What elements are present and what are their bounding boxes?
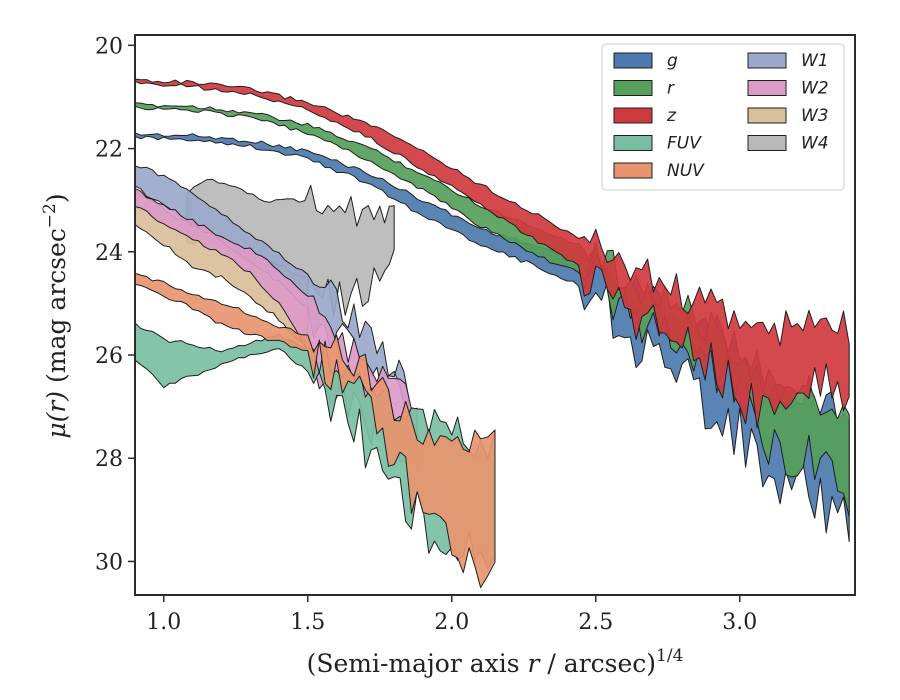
legend-swatch-W3 — [747, 107, 787, 124]
y-axis-label-exp: −2 — [40, 203, 60, 228]
x-tick-label: 2.5 — [578, 610, 613, 635]
axes: 1.0 1.5 2.0 2.5 3.0 20 22 24 26 28 30 — [95, 34, 757, 635]
y-axis-label-mu: μ(r) — [42, 391, 71, 439]
y-tick-label: 22 — [95, 138, 123, 163]
legend-label-g: g — [667, 51, 678, 71]
legend-label-NUV: NUV — [667, 161, 705, 181]
series-bands — [135, 78, 850, 589]
svg-text:(Semi-major axis r / arcsec)1/: (Semi-major axis r / arcsec)1/4 — [307, 646, 684, 678]
band-z — [135, 78, 850, 429]
y-tick-label: 24 — [95, 241, 123, 266]
legend-swatch-z — [613, 107, 653, 124]
svg-text:μ(r) (mag arcsec−2): μ(r) (mag arcsec−2) — [40, 193, 71, 438]
y-tick-label: 30 — [95, 550, 123, 575]
x-axis-label-main: (Semi-major axis — [307, 649, 528, 678]
legend-swatch-FUV — [613, 135, 653, 151]
x-tick-label: 2.0 — [434, 610, 469, 635]
legend-swatch-W2 — [747, 80, 787, 96]
x-axis-label-unit: / arcsec) — [539, 649, 656, 678]
plot-frame — [134, 34, 856, 596]
legend-label-W3: W3 — [801, 106, 829, 126]
x-axis-label: (Semi-major axis r / arcsec)1/4 — [307, 646, 684, 678]
x-axis-label-var: r — [528, 649, 542, 678]
x-tick-label: 1.5 — [290, 610, 325, 635]
legend-label-z: z — [666, 106, 677, 126]
x-tick-label: 1.0 — [146, 610, 181, 635]
y-tick-label: 20 — [95, 34, 123, 59]
band-r — [135, 102, 850, 518]
x-tick-label: 3.0 — [722, 610, 757, 635]
band-NUV — [135, 272, 496, 589]
legend-swatch-r — [613, 80, 653, 96]
legend-swatch-W1 — [747, 52, 787, 69]
y-tick-label: 28 — [95, 447, 123, 472]
legend: grz FUV NUV W1 W2 W3 W4 — [601, 43, 845, 191]
legend-label-W1: W1 — [801, 51, 829, 71]
y-axis-label-unit: (mag arcsec — [42, 228, 71, 391]
y-tick-label: 26 — [95, 344, 123, 369]
legend-label-W2: W2 — [801, 79, 829, 99]
legend-label-r: r — [667, 79, 675, 99]
legend-label-FUV: FUV — [667, 134, 702, 154]
y-axis-label: μ(r) (mag arcsec−2) — [40, 193, 71, 438]
x-axis-label-exp: 1/4 — [656, 646, 683, 666]
legend-swatch-NUV — [613, 162, 653, 179]
legend-swatch-W4 — [747, 135, 787, 151]
legend-swatch-g — [613, 52, 653, 69]
y-axis-label-close: ) — [42, 193, 71, 203]
legend-label-W4: W4 — [801, 134, 829, 154]
